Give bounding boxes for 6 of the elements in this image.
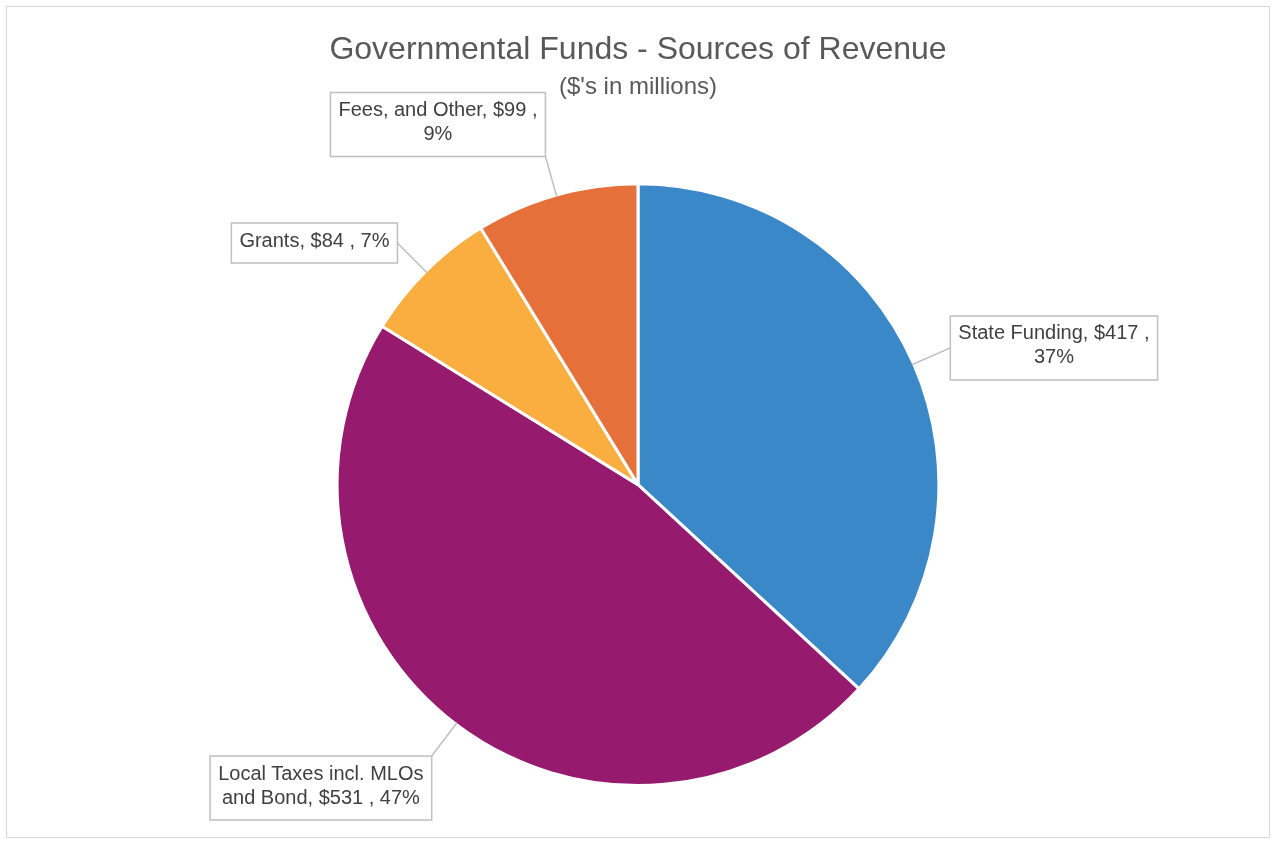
slice-label: Fees, and Other, $99 , 9% bbox=[338, 98, 538, 145]
slice-label: Local Taxes incl. MLOs and Bond, $531 , 47% bbox=[218, 761, 424, 808]
chart-title: Governmental Funds - Sources of Revenue bbox=[329, 30, 947, 67]
slice-label: State Funding, $417 , 37% bbox=[958, 321, 1150, 368]
chart-subtitle: ($'s in millions) bbox=[559, 72, 717, 100]
slice-label: Grants, $84 , 7% bbox=[239, 228, 390, 251]
